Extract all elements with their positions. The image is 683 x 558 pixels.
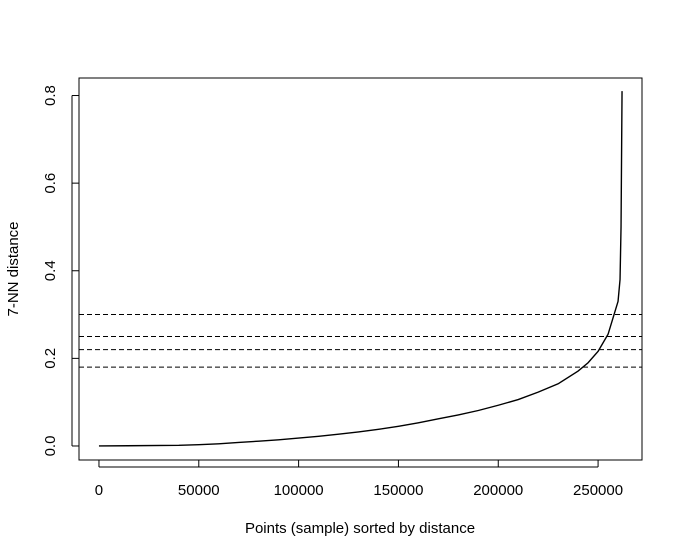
series-layer bbox=[98, 91, 623, 447]
y-tick-label-2: 0.4 bbox=[42, 260, 59, 281]
reference-lines bbox=[79, 314, 642, 368]
x-axis-label: Points (sample) sorted by distance bbox=[245, 520, 475, 537]
y-tick-label-1: 0.2 bbox=[42, 348, 59, 369]
y-axis: 0.0 0.2 0.4 0.6 0.8 bbox=[42, 85, 79, 456]
y-tick-label-4: 0.8 bbox=[42, 85, 59, 106]
y-tick-label-0: 0.0 bbox=[42, 436, 59, 457]
x-tick-label-1: 50000 bbox=[178, 482, 220, 499]
x-tick-label-5: 250000 bbox=[573, 482, 623, 499]
series-line-0 bbox=[98, 91, 623, 447]
x-tick-label-0: 0 bbox=[95, 482, 103, 499]
plot-frame bbox=[78, 77, 643, 461]
y-tick-label-3: 0.6 bbox=[42, 173, 59, 194]
x-tick-label-4: 200000 bbox=[473, 482, 523, 499]
x-axis: 0 50000 100000 150000 200000 250000 bbox=[95, 460, 623, 499]
y-axis-label: 7-NN distance bbox=[5, 221, 22, 316]
x-tick-label-2: 100000 bbox=[274, 482, 324, 499]
x-tick-label-3: 150000 bbox=[373, 482, 423, 499]
